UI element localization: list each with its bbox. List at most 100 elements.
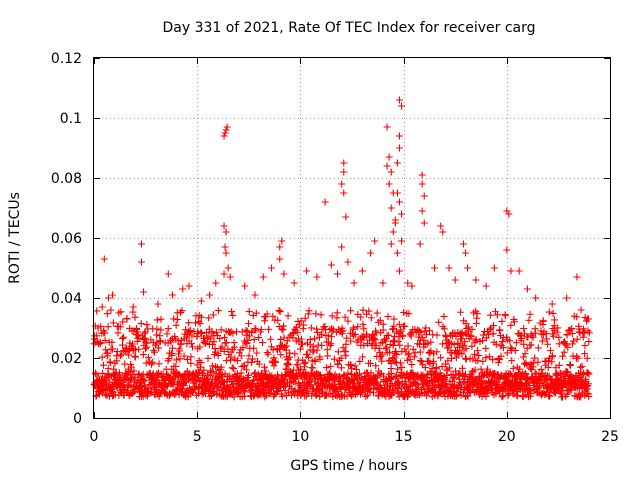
data-point — [579, 325, 587, 333]
data-point — [309, 364, 317, 372]
data-point — [387, 204, 395, 212]
data-point — [218, 343, 226, 351]
data-point — [459, 240, 467, 248]
data-point — [101, 329, 109, 337]
data-point — [528, 332, 536, 340]
data-point — [116, 323, 124, 331]
data-point — [155, 360, 163, 368]
data-point — [581, 350, 589, 358]
data-point — [141, 345, 149, 353]
data-point — [334, 360, 342, 368]
data-point — [360, 325, 368, 333]
data-point — [234, 357, 242, 365]
data-point — [275, 307, 283, 315]
data-point — [204, 354, 212, 362]
data-point — [366, 388, 374, 396]
data-point — [109, 291, 117, 299]
data-point — [397, 328, 405, 336]
data-point — [473, 310, 481, 318]
data-point — [422, 331, 430, 339]
data-point — [338, 180, 346, 188]
data-point — [284, 312, 292, 320]
data-point — [398, 102, 406, 110]
data-point — [425, 348, 433, 356]
data-point — [342, 213, 350, 221]
data-point — [471, 337, 479, 345]
data-point — [375, 344, 383, 352]
data-point — [573, 335, 581, 343]
data-point — [224, 264, 232, 272]
data-point — [318, 341, 326, 349]
data-point — [458, 350, 466, 358]
data-point — [172, 362, 180, 370]
data-point — [500, 386, 508, 394]
data-point — [505, 389, 513, 397]
data-point — [363, 332, 371, 340]
data-point — [104, 294, 112, 302]
data-point — [229, 311, 237, 319]
data-point — [150, 348, 158, 356]
data-point — [568, 330, 576, 338]
data-point — [585, 390, 593, 398]
data-point — [327, 362, 335, 370]
data-point — [551, 316, 559, 324]
data-point — [471, 366, 479, 374]
data-point — [300, 321, 308, 329]
data-point — [197, 359, 205, 367]
data-point — [304, 310, 312, 318]
data-point — [205, 314, 213, 322]
data-point — [259, 339, 267, 347]
data-point — [486, 325, 494, 333]
data-point — [398, 388, 406, 396]
data-point — [322, 382, 330, 390]
data-point — [286, 349, 294, 357]
data-point — [555, 333, 563, 341]
data-point — [172, 321, 180, 329]
data-point — [282, 342, 290, 350]
data-point — [562, 367, 570, 375]
data-point — [103, 310, 111, 318]
data-point — [499, 392, 507, 400]
data-point — [152, 386, 160, 394]
y-tick-label: 0.08 — [51, 171, 82, 187]
data-point — [226, 328, 234, 336]
data-point — [179, 285, 187, 293]
data-point — [98, 303, 106, 311]
data-point — [577, 393, 585, 401]
data-point — [520, 353, 528, 361]
data-point — [229, 329, 237, 337]
data-point — [395, 320, 403, 328]
data-point — [93, 307, 101, 315]
data-point — [339, 327, 347, 335]
data-point — [338, 243, 346, 251]
data-point — [143, 321, 151, 329]
data-point — [155, 344, 162, 352]
data-point — [462, 355, 470, 363]
data-point — [104, 365, 112, 373]
data-point — [418, 171, 426, 179]
data-point — [534, 358, 542, 366]
data-point — [323, 346, 331, 354]
data-point — [422, 324, 430, 332]
data-point — [313, 391, 321, 399]
data-point — [255, 360, 263, 368]
data-point — [251, 291, 259, 299]
data-point — [529, 333, 537, 341]
data-point — [266, 389, 274, 397]
data-point — [387, 240, 395, 248]
data-point — [104, 323, 112, 331]
data-point — [394, 338, 402, 346]
data-point — [153, 331, 161, 339]
data-point — [389, 337, 397, 345]
data-point — [495, 388, 503, 396]
data-point — [168, 291, 176, 299]
data-point — [506, 337, 514, 345]
data-point — [544, 363, 552, 371]
data-point — [384, 313, 392, 321]
data-point — [505, 210, 513, 218]
data-point — [151, 380, 159, 388]
data-point — [268, 264, 276, 272]
data-point — [418, 207, 426, 215]
data-point — [197, 313, 205, 321]
data-point — [209, 368, 217, 376]
